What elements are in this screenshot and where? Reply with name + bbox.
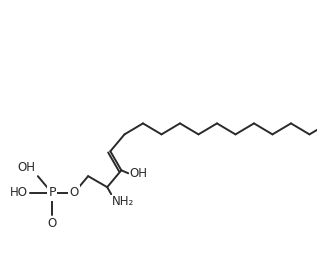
Text: OH: OH xyxy=(18,161,36,174)
Text: OH: OH xyxy=(129,167,147,180)
Text: P: P xyxy=(48,187,56,200)
Text: O: O xyxy=(69,187,79,200)
Text: NH₂: NH₂ xyxy=(112,195,134,208)
Text: O: O xyxy=(47,217,57,230)
Text: HO: HO xyxy=(10,187,28,200)
